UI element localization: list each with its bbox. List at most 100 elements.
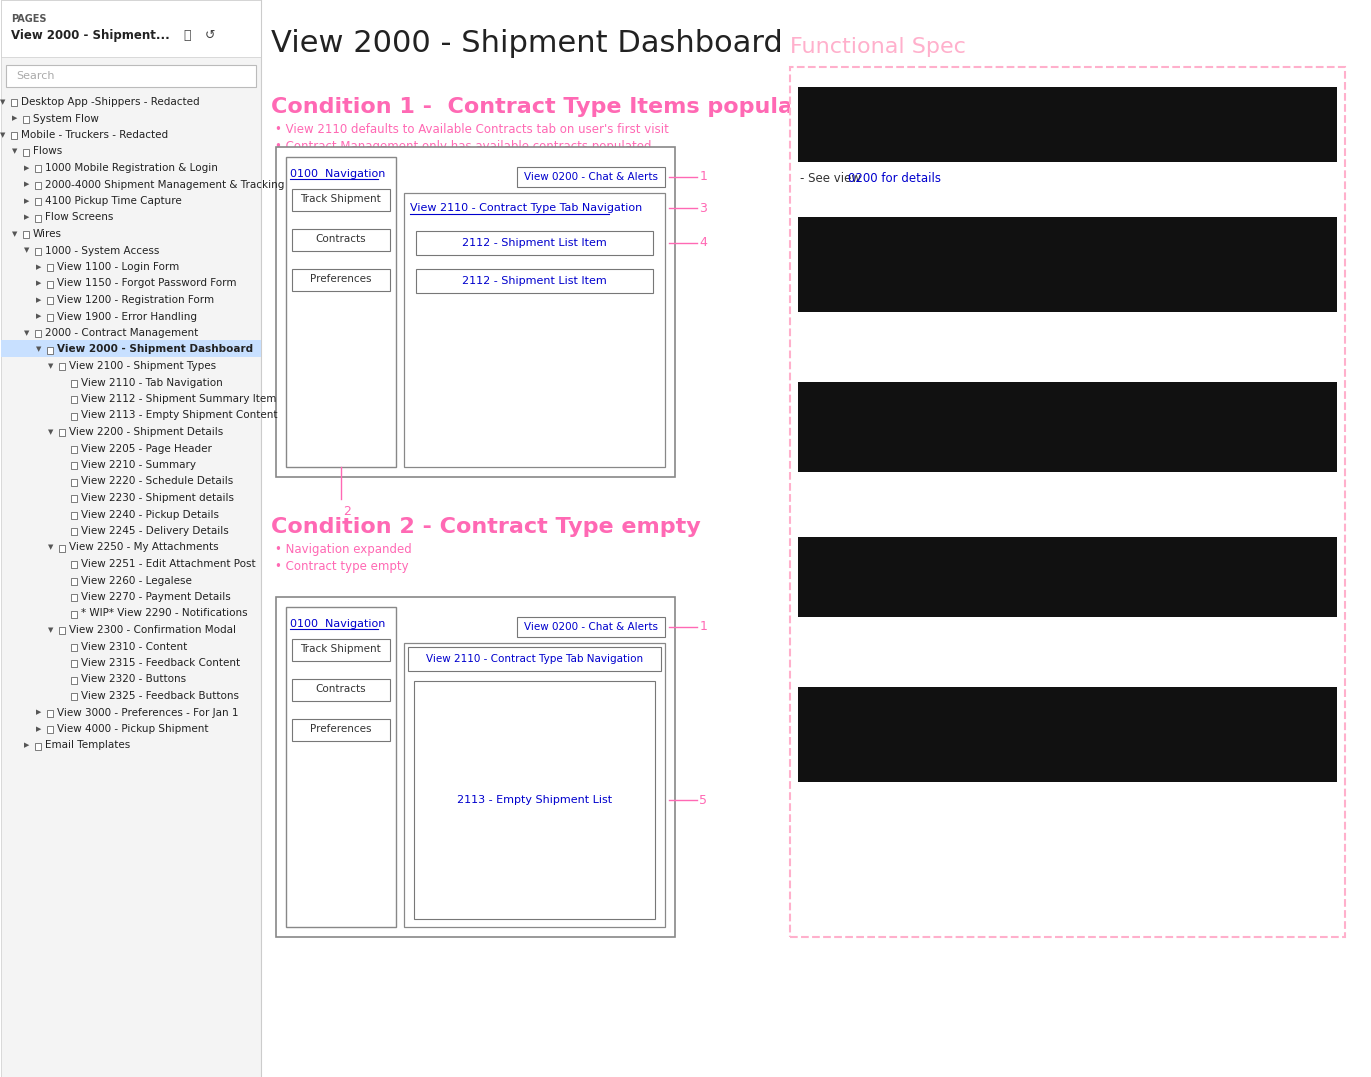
Text: 2112 - Shipment List Item: 2112 - Shipment List Item xyxy=(462,238,607,248)
Bar xyxy=(285,157,396,467)
Text: ▼: ▼ xyxy=(48,545,53,550)
Text: View 2200 - Shipment Details: View 2200 - Shipment Details xyxy=(69,426,223,437)
Text: ▼: ▼ xyxy=(23,330,29,336)
Text: View 2230 - Shipment details: View 2230 - Shipment details xyxy=(81,493,233,503)
Text: Flows: Flows xyxy=(33,146,62,156)
Bar xyxy=(1,340,260,356)
Text: ▶: ▶ xyxy=(23,182,29,187)
Bar xyxy=(292,188,389,211)
Bar xyxy=(47,347,52,353)
Text: - See view: - See view xyxy=(801,172,865,185)
Text: * WIP* View 2290 - Notifications: * WIP* View 2290 - Notifications xyxy=(81,609,247,618)
Bar xyxy=(71,495,77,502)
Text: View 2320 - Buttons: View 2320 - Buttons xyxy=(81,674,186,685)
Text: 1000 Mobile Registration & Login: 1000 Mobile Registration & Login xyxy=(45,163,218,173)
Text: View 2251 - Edit Attachment Post: View 2251 - Edit Attachment Post xyxy=(81,559,255,569)
Text: 1: 1 xyxy=(699,170,707,183)
Text: ▼: ▼ xyxy=(36,347,41,352)
Bar xyxy=(798,216,1337,312)
Text: View 2205 - Page Header: View 2205 - Page Header xyxy=(81,444,211,453)
Bar xyxy=(71,412,77,420)
Text: ▶: ▶ xyxy=(23,214,29,221)
Bar xyxy=(47,264,52,271)
Bar xyxy=(517,167,665,187)
Text: Track Shipment: Track Shipment xyxy=(300,644,381,654)
Text: View 2110 - Contract Type Tab Navigation: View 2110 - Contract Type Tab Navigation xyxy=(410,202,642,213)
Text: ▶: ▶ xyxy=(23,742,29,749)
Text: • View 2110 defaults to Available Contracts tab on user's first visit: • View 2110 defaults to Available Contra… xyxy=(274,123,669,136)
Bar xyxy=(59,627,64,634)
Bar xyxy=(23,115,29,123)
Bar xyxy=(292,639,389,661)
Text: View 2220 - Schedule Details: View 2220 - Schedule Details xyxy=(81,476,233,487)
Text: Track Shipment: Track Shipment xyxy=(300,194,381,204)
Text: ↺: ↺ xyxy=(204,29,215,42)
Bar xyxy=(11,132,16,139)
Text: Preferences: Preferences xyxy=(310,274,372,284)
Text: 4: 4 xyxy=(699,237,707,250)
Text: View 4000 - Pickup Shipment: View 4000 - Pickup Shipment xyxy=(56,724,208,735)
Text: Preferences: Preferences xyxy=(310,724,372,735)
Bar xyxy=(517,617,665,637)
Text: View 2112 - Shipment Summary Item: View 2112 - Shipment Summary Item xyxy=(81,394,276,404)
Text: ▼: ▼ xyxy=(0,132,5,138)
Bar xyxy=(71,396,77,403)
Bar xyxy=(403,643,665,927)
Text: 5: 5 xyxy=(699,794,707,807)
Text: ▶: ▶ xyxy=(36,297,41,303)
Text: 0100  Navigation: 0100 Navigation xyxy=(289,619,385,629)
Text: View 2113 - Empty Shipment Content: View 2113 - Empty Shipment Content xyxy=(81,410,277,420)
Bar xyxy=(415,269,654,293)
Text: ▼: ▼ xyxy=(0,99,5,104)
Text: 2112 - Shipment List Item: 2112 - Shipment List Item xyxy=(462,276,607,286)
Text: ▶: ▶ xyxy=(36,710,41,715)
Bar xyxy=(47,710,52,716)
Bar xyxy=(414,681,655,919)
Bar xyxy=(59,429,64,436)
Bar xyxy=(71,595,77,601)
Text: Condition 1 -  Contract Type Items populated: Condition 1 - Contract Type Items popula… xyxy=(270,97,834,117)
Bar xyxy=(47,280,52,288)
Text: View 0200 - Chat & Alerts: View 0200 - Chat & Alerts xyxy=(525,623,658,632)
Bar xyxy=(34,330,41,337)
Bar xyxy=(407,647,661,671)
Bar xyxy=(34,248,41,254)
Text: Flow Screens: Flow Screens xyxy=(45,212,114,223)
Text: Mobile - Truckers - Redacted: Mobile - Truckers - Redacted xyxy=(21,130,167,140)
Bar xyxy=(47,726,52,733)
Bar xyxy=(71,478,77,486)
Text: ▼: ▼ xyxy=(23,248,29,253)
Bar xyxy=(23,230,29,238)
Bar xyxy=(34,198,41,205)
Bar xyxy=(11,99,16,106)
Text: ▶: ▶ xyxy=(36,313,41,320)
Text: Desktop App -Shippers - Redacted: Desktop App -Shippers - Redacted xyxy=(21,97,199,107)
Bar xyxy=(71,512,77,518)
Bar xyxy=(403,193,665,467)
Text: ▼: ▼ xyxy=(12,149,18,154)
Bar xyxy=(59,545,64,551)
Bar xyxy=(292,679,389,701)
Text: • Contract Management only has available contracts populated: • Contract Management only has available… xyxy=(274,140,651,153)
Bar xyxy=(34,182,41,188)
Text: 2000-4000 Shipment Management & Tracking: 2000-4000 Shipment Management & Tracking xyxy=(45,180,284,190)
Bar xyxy=(34,165,41,172)
Bar xyxy=(23,149,29,155)
Text: View 2325 - Feedback Buttons: View 2325 - Feedback Buttons xyxy=(81,691,239,701)
Text: Contracts: Contracts xyxy=(315,234,366,244)
Bar xyxy=(47,313,52,321)
Text: View 2245 - Delivery Details: View 2245 - Delivery Details xyxy=(81,526,229,536)
Text: Email Templates: Email Templates xyxy=(45,741,130,751)
Bar xyxy=(34,742,41,750)
Text: 3: 3 xyxy=(699,201,707,214)
Text: View 2300 - Confirmation Modal: View 2300 - Confirmation Modal xyxy=(69,625,236,635)
Bar xyxy=(34,214,41,222)
Text: ▼: ▼ xyxy=(48,429,53,435)
Text: Condition 2 - Contract Type empty: Condition 2 - Contract Type empty xyxy=(270,517,701,537)
Text: 0100  Navigation: 0100 Navigation xyxy=(289,169,385,179)
Text: Wires: Wires xyxy=(33,229,62,239)
Text: • Contract type empty: • Contract type empty xyxy=(274,560,409,573)
Bar xyxy=(71,561,77,568)
Bar xyxy=(276,146,676,477)
Text: View 2110 - Tab Navigation: View 2110 - Tab Navigation xyxy=(81,378,222,388)
